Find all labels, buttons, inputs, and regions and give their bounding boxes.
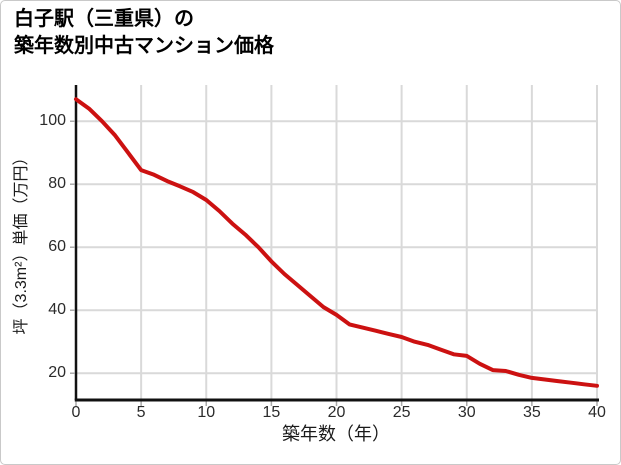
x-tick-label: 15 bbox=[262, 404, 281, 421]
chart-title-line2: 築年数別中古マンション価格 bbox=[14, 35, 274, 57]
x-tick-label: 20 bbox=[327, 404, 346, 421]
chart-title-line1: 白子駅（三重県）の bbox=[14, 8, 194, 30]
x-tick-label: 10 bbox=[197, 404, 216, 421]
y-tick-label: 100 bbox=[39, 112, 66, 130]
x-tick-label: 30 bbox=[457, 404, 476, 421]
y-tick-label: 60 bbox=[48, 238, 66, 256]
y-tick-label: 80 bbox=[48, 175, 66, 193]
x-tick-label: 35 bbox=[522, 404, 541, 421]
x-tick-label: 5 bbox=[136, 404, 146, 421]
y-tick-label: 40 bbox=[48, 301, 66, 319]
x-tick-label: 25 bbox=[392, 404, 411, 421]
y-tick-label: 20 bbox=[48, 364, 66, 382]
y-axis-label: 坪（3.3m²）単価（万円） bbox=[13, 149, 30, 335]
x-axis-label: 築年数（年） bbox=[282, 424, 390, 444]
x-tick-label: 40 bbox=[588, 404, 606, 421]
chart-title: 白子駅（三重県）の 築年数別中古マンション価格 bbox=[14, 6, 274, 60]
x-tick-label: 0 bbox=[71, 404, 81, 421]
price-line-series bbox=[74, 97, 599, 388]
